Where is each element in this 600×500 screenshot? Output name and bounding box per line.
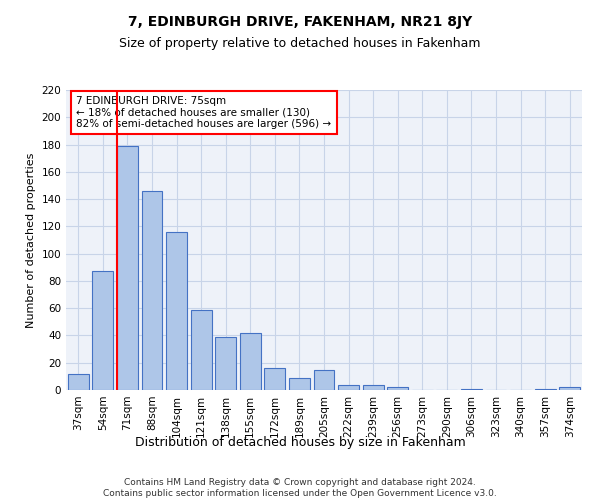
Text: Distribution of detached houses by size in Fakenham: Distribution of detached houses by size …	[134, 436, 466, 449]
Bar	[289, 378, 310, 390]
Bar	[265, 368, 286, 390]
Bar	[387, 388, 408, 390]
Bar	[240, 332, 261, 390]
Bar	[166, 232, 187, 390]
Text: 7, EDINBURGH DRIVE, FAKENHAM, NR21 8JY: 7, EDINBURGH DRIVE, FAKENHAM, NR21 8JY	[128, 15, 472, 29]
Bar	[117, 146, 138, 390]
Bar	[314, 370, 334, 390]
Bar	[68, 374, 89, 390]
Text: Size of property relative to detached houses in Fakenham: Size of property relative to detached ho…	[119, 38, 481, 51]
Bar	[191, 310, 212, 390]
Y-axis label: Number of detached properties: Number of detached properties	[26, 152, 36, 328]
Text: 7 EDINBURGH DRIVE: 75sqm
← 18% of detached houses are smaller (130)
82% of semi-: 7 EDINBURGH DRIVE: 75sqm ← 18% of detach…	[76, 96, 331, 129]
Text: Contains HM Land Registry data © Crown copyright and database right 2024.
Contai: Contains HM Land Registry data © Crown c…	[103, 478, 497, 498]
Bar	[92, 272, 113, 390]
Bar	[338, 384, 359, 390]
Bar	[362, 384, 383, 390]
Bar	[461, 388, 482, 390]
Bar	[535, 388, 556, 390]
Bar	[215, 337, 236, 390]
Bar	[559, 388, 580, 390]
Bar	[142, 191, 163, 390]
